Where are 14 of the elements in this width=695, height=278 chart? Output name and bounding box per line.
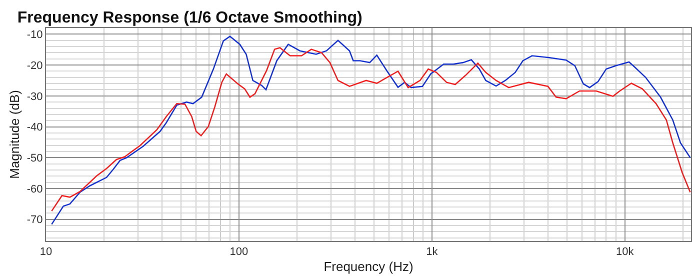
y-tick-label: -30	[26, 90, 43, 103]
y-tick-label: -60	[26, 183, 43, 196]
x-tick-label: 100	[230, 246, 248, 258]
y-tick-label: -20	[26, 60, 43, 72]
x-tick-label: 10k	[616, 246, 634, 258]
y-tick-label: -10	[26, 29, 43, 42]
x-axis-title: Frequency (Hz)	[324, 258, 414, 274]
y-tick-label: -40	[26, 122, 43, 134]
x-tick-label: 10	[40, 246, 52, 258]
y-axis-title: Magnitude (dB)	[6, 90, 22, 179]
y-tick-label: -50	[26, 152, 43, 164]
y-tick-label: -70	[26, 214, 43, 226]
chart-title: Frequency Response (1/6 Octave Smoothing)	[17, 9, 362, 26]
x-tick-label: 1k	[426, 246, 438, 258]
